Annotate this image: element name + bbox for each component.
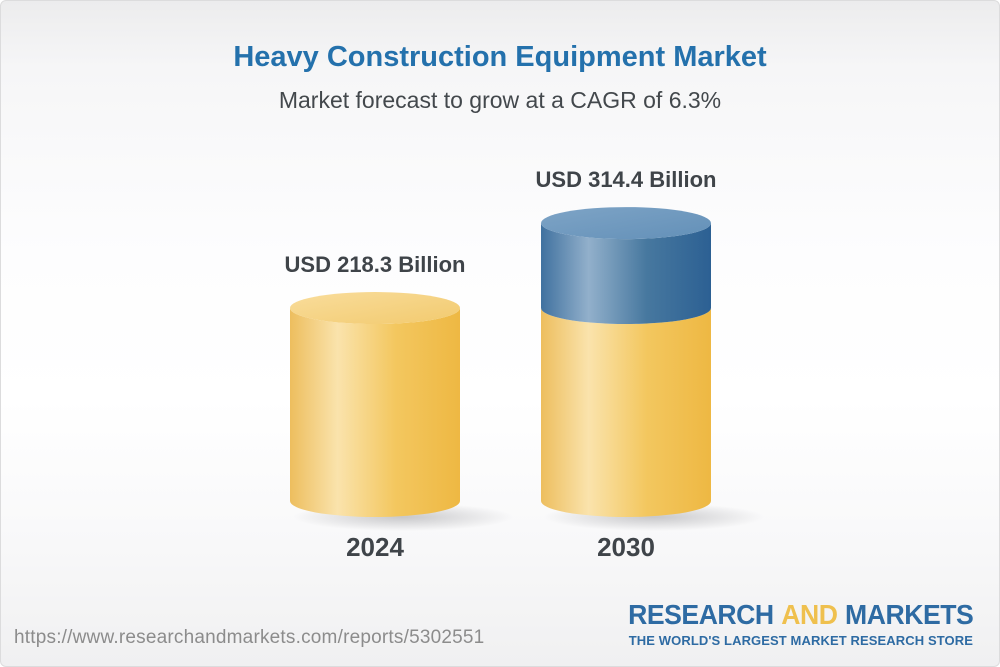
bar-category-label-2030: 2030 [597, 532, 655, 562]
cylinder-2024-body [290, 308, 460, 517]
logo-word-markets: MARKETS [844, 599, 974, 630]
chart-title: Heavy Construction Equipment Market [233, 41, 767, 73]
cylinder-2024-cap [290, 292, 460, 325]
logo-wordmark: RESEARCH AND MARKETS [627, 599, 974, 630]
bar-value-label-2030: USD 314.4 Billion [535, 167, 717, 193]
cylinder-2030-base-body [541, 308, 711, 517]
chart-subtitle: Market forecast to grow at a CAGR of 6.3… [278, 87, 722, 113]
logo-tagline: THE WORLD'S LARGEST MARKET RESEARCH STOR… [628, 633, 973, 649]
report-url: https://www.researchandmarkets.com/repor… [14, 627, 485, 648]
bar-value-label-2024: USD 218.3 Billion [284, 252, 466, 278]
logo-word-research: RESEARCH [627, 599, 774, 630]
cylinder-2030-cap [541, 207, 711, 240]
research-and-markets-logo: RESEARCH AND MARKETS THE WORLD'S LARGEST… [610, 599, 974, 649]
logo-word-and: AND [780, 599, 838, 630]
cylinder-2030-growth-body [541, 223, 711, 325]
bar-category-label-2024: 2024 [346, 532, 404, 562]
